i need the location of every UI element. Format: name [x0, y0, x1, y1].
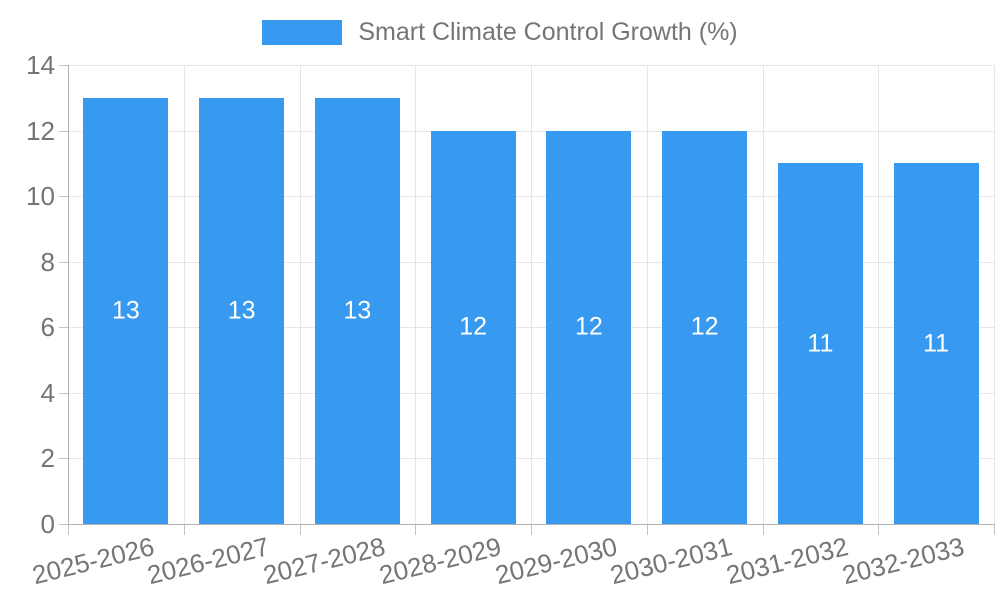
x-gridline [994, 65, 995, 524]
bar-value-label: 11 [807, 329, 834, 358]
y-tick-mark [59, 196, 68, 198]
bar[interactable] [777, 163, 863, 524]
y-tick-mark [59, 261, 68, 263]
y-tick-mark [59, 130, 68, 132]
y-axis-tick-label: 10 [26, 181, 55, 212]
y-axis-line [68, 65, 69, 524]
bar-value-label: 12 [574, 312, 603, 341]
x-gridline [646, 65, 648, 524]
x-axis-tick-label: 2026-2027 [144, 531, 273, 591]
y-tick-mark [59, 65, 68, 66]
x-gridline [183, 65, 185, 524]
x-axis-tick-label: 2028-2029 [375, 531, 504, 591]
y-axis-tick-label: 8 [40, 246, 55, 277]
x-gridline [299, 65, 301, 524]
bar-value-label: 11 [923, 329, 950, 358]
x-tick-mark [878, 524, 880, 535]
bar[interactable] [430, 130, 516, 524]
x-gridline [531, 65, 532, 524]
y-tick-mark [59, 524, 68, 525]
x-gridline [878, 65, 880, 524]
y-axis-tick-label: 12 [26, 115, 55, 146]
legend-swatch[interactable] [262, 19, 343, 45]
x-gridline [415, 65, 417, 524]
bar-value-label: 12 [690, 312, 719, 341]
y-axis-tick-label: 6 [40, 312, 55, 343]
bar[interactable] [893, 163, 979, 524]
bar-value-label: 12 [459, 312, 487, 341]
y-tick-mark [59, 458, 68, 460]
bar[interactable] [199, 97, 285, 524]
x-tick-mark [646, 524, 648, 535]
x-tick-mark [183, 524, 185, 535]
bar[interactable] [314, 97, 400, 524]
x-axis-tick-label: 2025-2026 [28, 531, 157, 591]
x-gridline [762, 65, 764, 524]
x-tick-mark [415, 524, 417, 535]
y-axis-tick-label: 14 [26, 50, 55, 80]
bar-value-label: 13 [343, 296, 372, 325]
x-axis-tick-label: 2030-2031 [607, 531, 736, 591]
x-axis-tick-label: 2029-2030 [491, 531, 620, 591]
y-axis-tick-label: 2 [40, 443, 55, 474]
x-axis-line [68, 524, 994, 525]
legend-series-label: Smart Climate Control Growth (%) [358, 17, 738, 46]
y-tick-mark [59, 392, 68, 394]
x-tick-mark [531, 524, 532, 535]
x-tick-mark [299, 524, 301, 535]
x-tick-mark [994, 524, 995, 535]
x-tick-mark [762, 524, 764, 535]
x-tick-mark [68, 524, 69, 535]
bar[interactable] [662, 130, 748, 524]
y-tick-mark [59, 327, 68, 329]
x-axis-tick-label: 2032-2033 [838, 531, 967, 591]
chart-legend: Smart Climate Control Growth (%) [0, 16, 1000, 48]
bar[interactable] [83, 97, 169, 524]
x-axis-tick-label: 2027-2028 [260, 531, 389, 591]
bar-value-label: 13 [111, 296, 140, 325]
y-axis-tick-label: 0 [40, 509, 55, 539]
bar[interactable] [546, 130, 632, 524]
bar-value-label: 13 [227, 296, 256, 325]
x-axis-tick-label: 2031-2032 [723, 531, 852, 591]
y-axis-tick-label: 4 [40, 377, 55, 408]
